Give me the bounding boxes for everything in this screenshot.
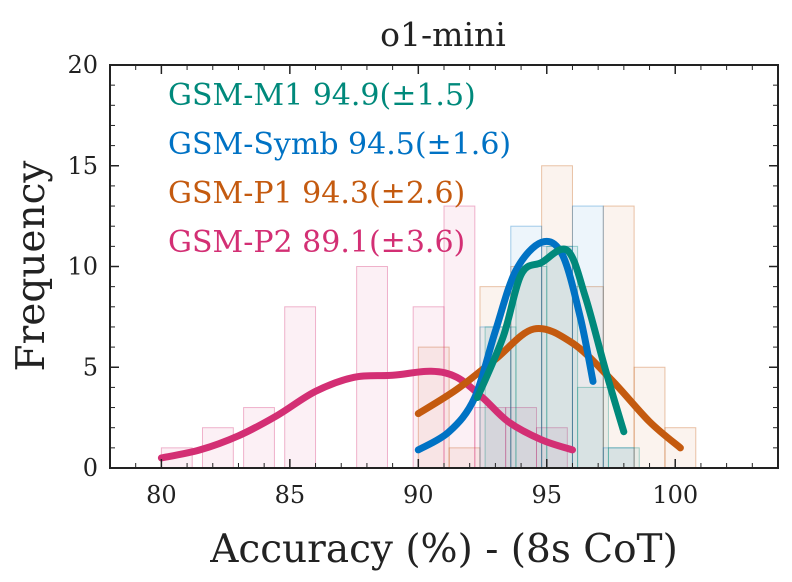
axis-ticks: 80 85 90 95 100 0 5 10 15 20 <box>67 51 779 509</box>
y-tick-label: 15 <box>67 152 98 180</box>
x-tick-label: 85 <box>275 481 306 509</box>
bin-gsm-p2-4 <box>356 266 388 469</box>
x-tick-label: 100 <box>652 481 698 509</box>
bin-gsm-p2-3 <box>284 306 317 469</box>
legend-entry-gsm-symb: GSM-Symb 94.5(±1.6) <box>168 127 511 162</box>
y-tick-label: 20 <box>67 51 98 79</box>
bin-gsm-m1-3 <box>577 386 609 469</box>
curve-gsm-p1 <box>414 324 684 452</box>
x-tick-label: 90 <box>403 481 434 509</box>
y-tick-label: 5 <box>83 353 98 381</box>
curve-gsm-symb <box>414 237 597 454</box>
chart-title: o1-mini <box>380 15 506 54</box>
y-tick-label: 10 <box>67 253 98 281</box>
curve-gsm-m1 <box>473 245 628 436</box>
x-tick-label: 80 <box>146 481 177 509</box>
x-tick-label: 95 <box>531 481 562 509</box>
density-curves <box>157 237 684 462</box>
x-axis-label: Accuracy (%) - (8s CoT) <box>209 527 678 572</box>
curve-gsm-p2 <box>157 367 576 462</box>
y-axis-label: Frequency <box>9 161 54 372</box>
legend-entry-gsm-p2: GSM-P2 89.1(±3.6) <box>168 225 465 260</box>
histogram-bins <box>160 165 697 469</box>
legend-entry-gsm-p1: GSM-P1 94.3(±2.6) <box>168 176 465 211</box>
legend: GSM-M1 94.9(±1.5) GSM-Symb 94.5(±1.6) GSM-… <box>168 78 511 260</box>
legend-entry-gsm-m1: GSM-M1 94.9(±1.5) <box>168 78 476 113</box>
y-tick-label: 0 <box>83 454 98 482</box>
